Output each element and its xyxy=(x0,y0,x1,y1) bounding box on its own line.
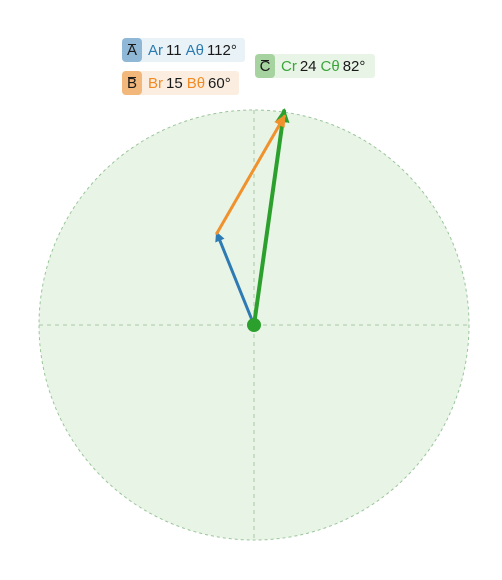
vector-a-arrow[interactable] xyxy=(215,231,256,327)
vector-a-r-label: Ar xyxy=(148,41,163,59)
vector-c-r-label: Cr xyxy=(281,57,297,75)
origin-handle[interactable] xyxy=(247,318,261,332)
vector-c-theta-value: 82° xyxy=(342,57,366,75)
vector-c-label: C Cr 24 Cθ 82° xyxy=(255,54,376,78)
vector-b-r-value: 15 xyxy=(166,74,183,92)
vector-a-name-badge: A xyxy=(122,38,142,62)
vector-c-theta-label: Cθ xyxy=(320,57,340,75)
vector-c-name-badge: C xyxy=(255,54,275,78)
vector-b-theta-label: Bθ xyxy=(186,74,206,92)
vector-b-label: B Br 15 Bθ 60° xyxy=(122,71,239,95)
vector-b-r-label: Br xyxy=(148,74,163,92)
vector-b-arrow[interactable] xyxy=(215,114,286,235)
vector-a-label: A Ar 11 Aθ 112° xyxy=(122,38,245,62)
vector-c-r-value: 24 xyxy=(299,57,317,75)
vector-b-name-badge: B xyxy=(122,71,142,95)
vector-a-theta-label: Aθ xyxy=(185,41,204,59)
vector-a-r-value: 11 xyxy=(166,41,182,59)
vector-a-theta-value: 112° xyxy=(206,41,237,59)
vector-b-theta-value: 60° xyxy=(208,74,231,92)
vector-c-arrow[interactable] xyxy=(252,108,290,327)
